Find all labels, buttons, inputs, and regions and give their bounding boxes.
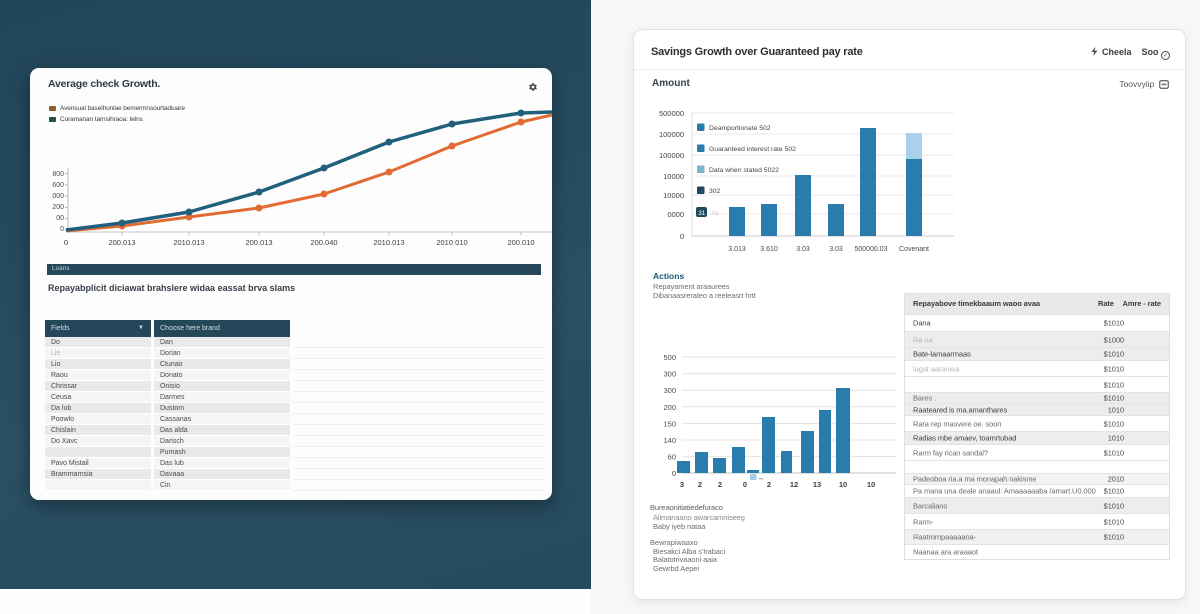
svg-text:200.013: 200.013 (108, 238, 135, 247)
svg-text:200.010: 200.010 (507, 238, 534, 247)
svg-text:800: 800 (52, 171, 64, 178)
svg-text:140: 140 (663, 436, 676, 445)
svg-text:ra: ra (712, 210, 718, 217)
svg-text:12: 12 (790, 480, 798, 489)
svg-text:10000: 10000 (663, 191, 684, 200)
svg-text:2010.013: 2010.013 (173, 238, 204, 247)
svg-text:0: 0 (60, 226, 64, 233)
svg-text:3.03: 3.03 (796, 246, 810, 253)
svg-text:200.013: 200.013 (245, 238, 272, 247)
svg-text:3: 3 (680, 480, 684, 489)
svg-text:2: 2 (698, 480, 702, 489)
svg-text:Deamportionate 502: Deamportionate 502 (709, 125, 771, 132)
svg-text:2: 2 (767, 480, 771, 489)
svg-text:600: 600 (52, 182, 64, 189)
svg-text:2010 010: 2010 010 (436, 238, 467, 247)
svg-text:200: 200 (52, 204, 64, 211)
svg-text:300: 300 (663, 386, 676, 395)
svg-text:200.040: 200.040 (310, 238, 337, 247)
svg-text:0: 0 (64, 238, 68, 247)
svg-text:Data when stated 5022: Data when stated 5022 (709, 167, 779, 174)
svg-text:13: 13 (813, 480, 821, 489)
svg-text:100000: 100000 (659, 130, 684, 139)
svg-text:10000: 10000 (663, 172, 684, 181)
svg-text:200: 200 (663, 403, 676, 412)
svg-text:10: 10 (867, 480, 875, 489)
svg-text:500: 500 (663, 353, 676, 362)
svg-text:2: 2 (718, 480, 722, 489)
svg-text:0: 0 (680, 232, 684, 241)
svg-text:0: 0 (743, 480, 747, 489)
svg-text:500000: 500000 (659, 109, 684, 118)
svg-text:2010.013: 2010.013 (373, 238, 404, 247)
svg-text:100000: 100000 (659, 151, 684, 160)
svg-text:3.03: 3.03 (829, 246, 843, 253)
svg-text:60: 60 (668, 453, 676, 462)
svg-text:0: 0 (672, 469, 676, 478)
svg-text:000: 000 (52, 193, 64, 200)
svg-text:31: 31 (698, 210, 706, 217)
svg-text:Guaranteed interest rate 502: Guaranteed interest rate 502 (709, 146, 796, 153)
svg-text:10: 10 (839, 480, 847, 489)
svg-text:302: 302 (709, 188, 721, 195)
svg-text:500000.03: 500000.03 (854, 246, 887, 253)
svg-text:300: 300 (663, 370, 676, 379)
svg-text:3.610: 3.610 (760, 246, 778, 253)
svg-text:00: 00 (56, 215, 64, 222)
svg-text:150: 150 (663, 419, 676, 428)
svg-text:3.013: 3.013 (728, 246, 746, 253)
svg-text:Covenant: Covenant (899, 246, 929, 253)
svg-text:0000: 0000 (667, 210, 684, 219)
